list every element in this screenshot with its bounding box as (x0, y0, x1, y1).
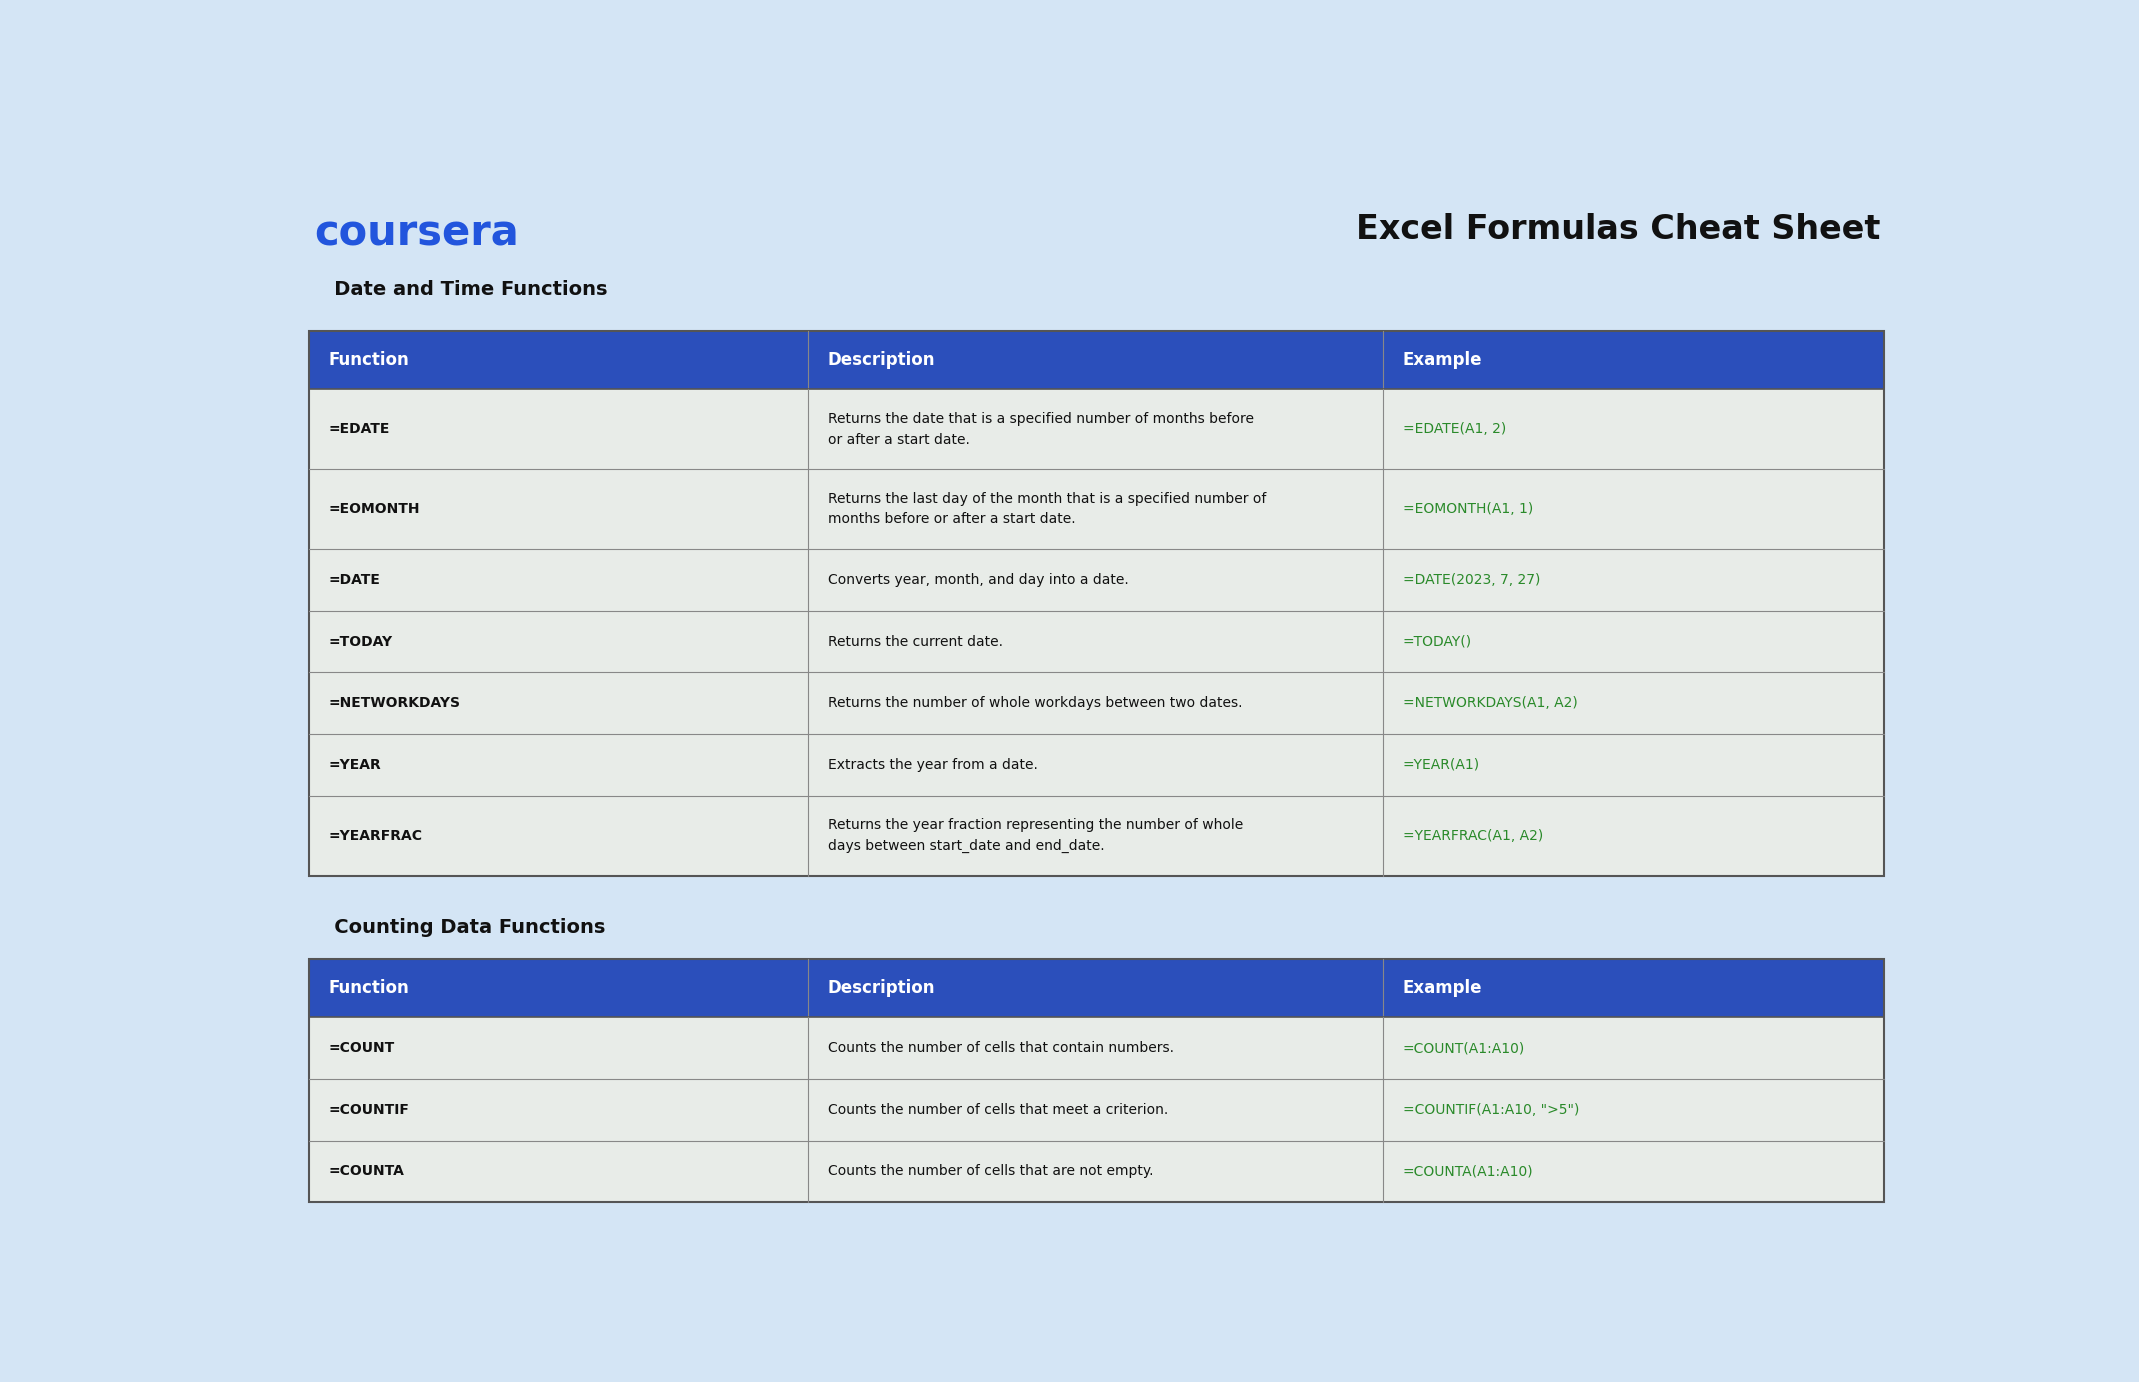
Bar (809, 549, 1382, 611)
Bar (809, 611, 1382, 673)
Bar (1382, 1017, 1884, 1079)
Text: Example: Example (1403, 978, 1482, 996)
Bar (308, 673, 809, 734)
Bar (1382, 959, 1884, 1017)
Bar (1382, 611, 1884, 673)
Bar (308, 796, 809, 876)
Text: =COUNT: =COUNT (329, 1041, 396, 1054)
Text: Description: Description (828, 978, 935, 996)
Text: Returns the current date.: Returns the current date. (828, 634, 1003, 648)
Bar (308, 468, 809, 549)
Text: =COUNTIF: =COUNTIF (329, 1103, 409, 1117)
Text: Returns the year fraction representing the number of whole
days between start_da: Returns the year fraction representing t… (828, 818, 1243, 853)
Text: =COUNTA(A1:A10): =COUNTA(A1:A10) (1403, 1165, 1534, 1179)
Bar (809, 1079, 1382, 1140)
Bar (308, 1140, 809, 1202)
Text: =YEARFRAC(A1, A2): =YEARFRAC(A1, A2) (1403, 829, 1542, 843)
Text: =YEAR(A1): =YEAR(A1) (1403, 757, 1480, 773)
Text: Function: Function (329, 978, 409, 996)
Bar (1382, 468, 1884, 549)
Text: Excel Formulas Cheat Sheet: Excel Formulas Cheat Sheet (1356, 213, 1880, 246)
Bar (308, 959, 1884, 1202)
Bar (809, 1140, 1382, 1202)
Text: =TODAY: =TODAY (329, 634, 394, 648)
Bar (1382, 330, 1884, 390)
Bar (1382, 1079, 1884, 1140)
Text: =COUNT(A1:A10): =COUNT(A1:A10) (1403, 1041, 1525, 1054)
Text: =DATE: =DATE (329, 572, 381, 587)
Text: =COUNTIF(A1:A10, ">5"): =COUNTIF(A1:A10, ">5") (1403, 1103, 1579, 1117)
Bar (809, 1017, 1382, 1079)
Bar (308, 734, 809, 796)
Text: Counts the number of cells that contain numbers.: Counts the number of cells that contain … (828, 1041, 1174, 1054)
Bar (809, 330, 1382, 390)
Text: Date and Time Functions: Date and Time Functions (314, 279, 607, 299)
Bar (1382, 796, 1884, 876)
Bar (308, 1079, 809, 1140)
Text: coursera: coursera (314, 213, 518, 254)
Text: =EOMONTH: =EOMONTH (329, 502, 419, 515)
Text: Returns the number of whole workdays between two dates.: Returns the number of whole workdays bet… (828, 697, 1243, 710)
Text: =YEARFRAC: =YEARFRAC (329, 829, 424, 843)
Bar (308, 390, 809, 468)
Bar (1382, 734, 1884, 796)
Text: Converts year, month, and day into a date.: Converts year, month, and day into a dat… (828, 572, 1129, 587)
Text: =COUNTA: =COUNTA (329, 1165, 404, 1179)
Text: Example: Example (1403, 351, 1482, 369)
Bar (308, 611, 809, 673)
Bar (809, 796, 1382, 876)
Bar (308, 1017, 809, 1079)
Text: =EOMONTH(A1, 1): =EOMONTH(A1, 1) (1403, 502, 1534, 515)
Bar (1382, 1140, 1884, 1202)
Bar (308, 330, 809, 390)
Text: Returns the last day of the month that is a specified number of
months before or: Returns the last day of the month that i… (828, 492, 1266, 527)
Bar (809, 734, 1382, 796)
Text: =YEAR: =YEAR (329, 757, 381, 773)
Bar (308, 959, 809, 1017)
Bar (308, 330, 1884, 876)
Bar (308, 549, 809, 611)
Text: Function: Function (329, 351, 409, 369)
Text: =EDATE: =EDATE (329, 423, 389, 437)
Text: Counts the number of cells that meet a criterion.: Counts the number of cells that meet a c… (828, 1103, 1168, 1117)
Bar (1382, 390, 1884, 468)
Bar (1382, 549, 1884, 611)
Bar (809, 959, 1382, 1017)
Text: Counting Data Functions: Counting Data Functions (314, 918, 605, 937)
Bar (809, 390, 1382, 468)
Text: Returns the date that is a specified number of months before
or after a start da: Returns the date that is a specified num… (828, 412, 1253, 446)
Text: Description: Description (828, 351, 935, 369)
Text: =DATE(2023, 7, 27): =DATE(2023, 7, 27) (1403, 572, 1540, 587)
Text: =EDATE(A1, 2): =EDATE(A1, 2) (1403, 423, 1506, 437)
Text: Counts the number of cells that are not empty.: Counts the number of cells that are not … (828, 1165, 1153, 1179)
Bar (809, 673, 1382, 734)
Text: =NETWORKDAYS(A1, A2): =NETWORKDAYS(A1, A2) (1403, 697, 1576, 710)
Bar (1382, 673, 1884, 734)
Text: =TODAY(): =TODAY() (1403, 634, 1472, 648)
Text: Extracts the year from a date.: Extracts the year from a date. (828, 757, 1037, 773)
Bar (809, 468, 1382, 549)
Text: =NETWORKDAYS: =NETWORKDAYS (329, 697, 460, 710)
